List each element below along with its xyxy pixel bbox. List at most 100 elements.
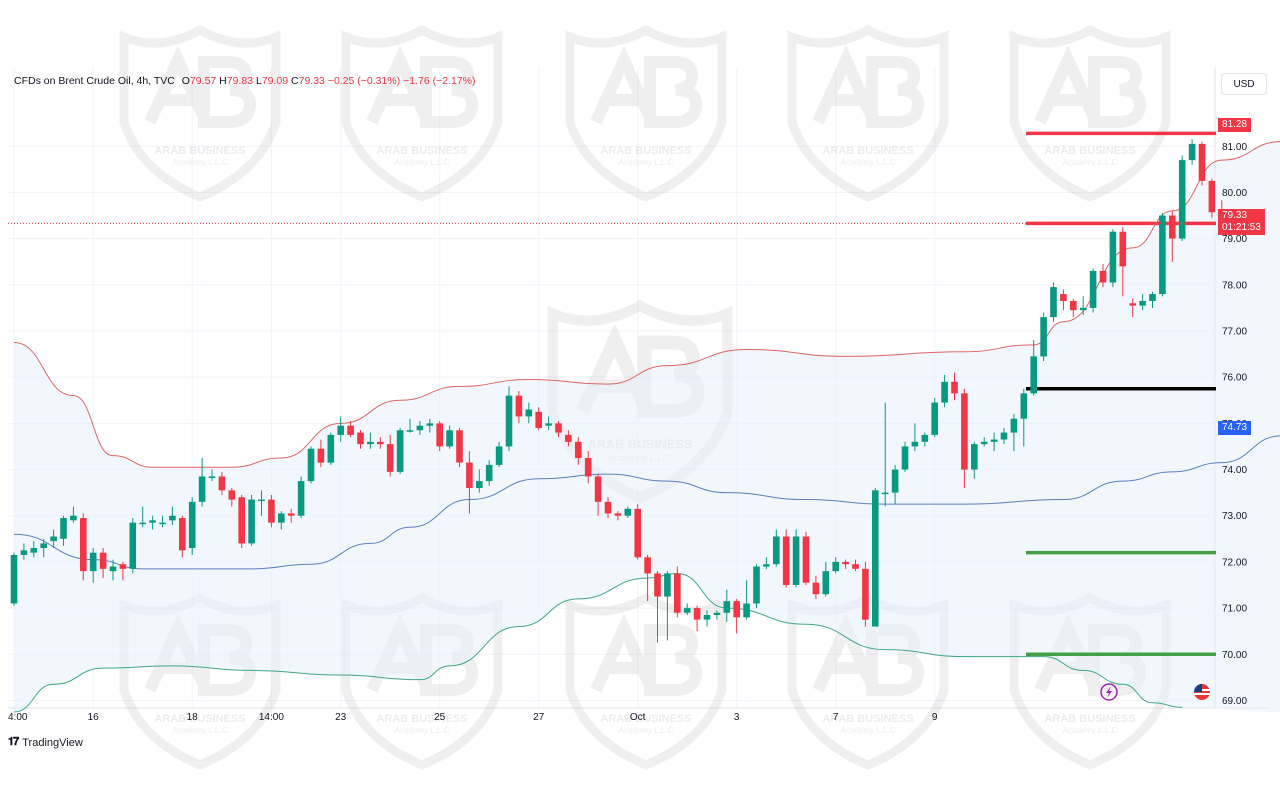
watermark-text: ARAB BUSINESS xyxy=(154,713,245,725)
symbol-title[interactable]: CFDs on Brent Crude Oil, 4h, TVC xyxy=(14,75,175,87)
candle xyxy=(149,515,156,530)
candle xyxy=(89,548,97,583)
candle-body xyxy=(1178,160,1186,239)
candle xyxy=(990,432,998,452)
candle-body xyxy=(624,508,632,516)
time-tick-label: 23 xyxy=(335,712,347,723)
candle-body xyxy=(1020,393,1028,419)
watermark-text: ARAB BUSINESS xyxy=(376,713,467,725)
candle xyxy=(446,425,453,449)
price-tick-label: 70.00 xyxy=(1222,650,1247,661)
middle-band-price-tag: 74.73 xyxy=(1218,421,1252,435)
candle-body xyxy=(525,409,533,417)
candle xyxy=(1099,264,1107,288)
candle xyxy=(307,446,315,484)
candle-body xyxy=(703,615,711,620)
time-tick-label: 9 xyxy=(932,712,938,723)
watermark-subtext: Academy L.L.C xyxy=(1063,158,1118,167)
candle-body xyxy=(1159,215,1166,295)
candle xyxy=(1178,155,1186,241)
us-flag-icon[interactable] xyxy=(1194,684,1210,700)
candle xyxy=(842,559,849,569)
candle-body xyxy=(951,381,958,394)
watermark-subtext: Academy L.L.C xyxy=(395,158,450,167)
time-tick-label: 7 xyxy=(833,712,839,723)
candle xyxy=(268,494,275,528)
candle xyxy=(396,427,404,475)
candle-body xyxy=(396,430,404,472)
candle xyxy=(99,548,107,579)
candle-body xyxy=(773,536,780,565)
candle xyxy=(40,538,47,558)
candle-body xyxy=(337,425,344,435)
lightning-icon[interactable] xyxy=(1100,683,1118,701)
candle xyxy=(327,432,335,465)
candle-body xyxy=(941,381,948,403)
candle xyxy=(545,416,552,431)
candle-body xyxy=(485,464,493,482)
time-tick-label: 3 xyxy=(734,712,740,723)
candle xyxy=(258,490,265,516)
candle xyxy=(802,531,810,585)
candle-body xyxy=(604,501,612,514)
candle xyxy=(1030,340,1037,396)
candle-body xyxy=(377,441,384,445)
candle xyxy=(614,511,622,521)
candle xyxy=(1198,141,1206,186)
candle xyxy=(228,488,236,507)
candle-body xyxy=(1099,270,1107,283)
candle xyxy=(367,432,374,449)
candle-body xyxy=(733,601,740,618)
price-tick-label: 73.00 xyxy=(1222,511,1247,522)
candle-body xyxy=(179,518,186,551)
candle-body xyxy=(1070,300,1077,311)
time-axis: 4:00 16 18 14:00 23 25 27 Oct 3 7 9 xyxy=(8,712,938,723)
price-tick-label: 81.00 xyxy=(1222,142,1247,153)
candle-body xyxy=(89,552,97,572)
change-value-2: −1.76 (−2.17%) xyxy=(403,75,476,87)
watermark-subtext: Academy L.L.C xyxy=(841,726,896,735)
tradingview-branding[interactable]: 𝟏𝟕 TradingView xyxy=(8,736,83,749)
candle xyxy=(1070,298,1077,318)
candle xyxy=(198,457,206,507)
candle xyxy=(426,418,434,433)
candle-body xyxy=(990,439,998,442)
candle xyxy=(208,469,216,482)
candle-body xyxy=(594,476,602,502)
candle xyxy=(495,441,503,468)
candle-body xyxy=(466,462,473,489)
candle-body xyxy=(119,564,127,569)
candle xyxy=(238,494,245,549)
candle xyxy=(674,566,681,618)
price-tick-label: 72.00 xyxy=(1222,557,1247,568)
low-value: 79.09 xyxy=(261,75,289,87)
candle-body xyxy=(654,573,661,597)
candle xyxy=(763,557,770,569)
candle-body xyxy=(327,434,335,463)
candle xyxy=(317,439,325,468)
candle xyxy=(812,575,820,599)
candle-body xyxy=(634,508,641,558)
candle-body xyxy=(1000,432,1008,440)
candle xyxy=(852,559,859,572)
candle-body xyxy=(575,441,582,458)
candle xyxy=(50,529,57,549)
watermark-subtext: Academy L.L.C xyxy=(841,158,896,167)
candle xyxy=(634,504,641,560)
watermark-text: ARAB BUSINESS xyxy=(600,713,691,725)
open-value: 79.57 xyxy=(189,75,217,87)
candle-body xyxy=(822,571,830,595)
candle xyxy=(951,372,958,401)
candle xyxy=(278,511,285,530)
time-tick-label: 25 xyxy=(434,712,446,723)
candle-body xyxy=(1050,287,1057,318)
candle xyxy=(911,423,919,452)
candles xyxy=(10,139,1226,643)
currency-button[interactable]: USD xyxy=(1221,73,1267,95)
candle xyxy=(971,441,978,479)
candle-body xyxy=(198,476,206,502)
candle-body xyxy=(792,536,800,585)
candle xyxy=(664,571,671,641)
